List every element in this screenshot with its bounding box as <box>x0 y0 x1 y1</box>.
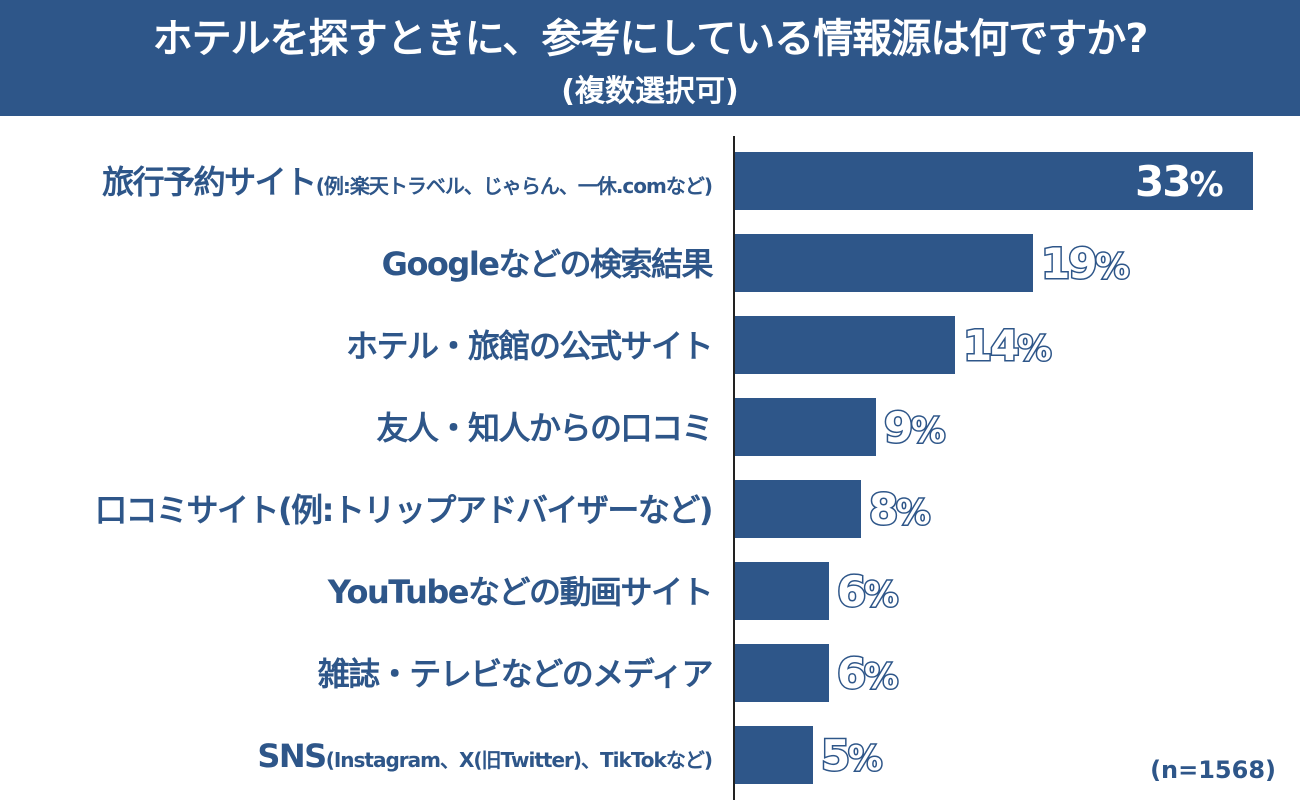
category-axis-line <box>733 136 735 800</box>
category-label-main: 旅行予約サイト <box>102 163 317 201</box>
category-label: YouTubeなどの動画サイト <box>327 562 714 622</box>
bar <box>735 398 876 456</box>
value-label: 14% <box>961 318 1053 374</box>
category-label-main: 友人・知人からの口コミ <box>376 409 713 447</box>
value-unit: % <box>1094 246 1131 289</box>
bar-row: 雑誌・テレビなどのメディア 6% <box>0 644 1300 704</box>
value-number: 6 <box>835 648 867 700</box>
bar <box>735 480 861 538</box>
category-label-detail: (例:楽天トラベル、じゃらん、一休.comなど) <box>315 174 713 198</box>
category-label: SNS(Instagram、X(旧Twitter)、TikTokなど) <box>257 726 713 786</box>
bar <box>735 562 829 620</box>
bar-row: SNS(Instagram、X(旧Twitter)、TikTokなど) 5% <box>0 726 1300 786</box>
chart-header: ホテルを探すときに、参考にしている情報源は何ですか? (複数選択可) <box>0 0 1300 116</box>
bar <box>735 152 1253 210</box>
value-unit: % <box>910 410 947 453</box>
bar-row: 口コミサイト(例:トリップアドバイザーなど) 8% <box>0 480 1300 540</box>
value-label: 33% <box>1135 154 1224 210</box>
value-number: 14 <box>961 320 1020 372</box>
bar-row: 旅行予約サイト(例:楽天トラベル、じゃらん、一休.comなど) 33% <box>0 152 1300 212</box>
category-label: 旅行予約サイト(例:楽天トラベル、じゃらん、一休.comなど) <box>102 152 713 212</box>
bar <box>735 726 813 784</box>
bar <box>735 316 955 374</box>
value-unit: % <box>1189 165 1223 205</box>
category-label-main: 口コミサイト(例:トリップアドバイザーなど) <box>94 491 714 529</box>
value-label: 5% <box>819 728 884 784</box>
value-unit: % <box>863 574 900 617</box>
value-unit: % <box>1016 328 1053 371</box>
bar <box>735 644 829 702</box>
value-number: 9 <box>882 402 914 454</box>
value-unit: % <box>863 656 900 699</box>
bar <box>735 234 1033 292</box>
value-label: 9% <box>882 400 947 456</box>
bar-row: 友人・知人からの口コミ 9% <box>0 398 1300 458</box>
chart-subtitle: (複数選択可) <box>561 74 739 109</box>
value-label: 19% <box>1039 236 1131 292</box>
value-label: 6% <box>835 564 900 620</box>
value-unit: % <box>847 738 884 781</box>
category-label-main: YouTubeなどの動画サイト <box>327 573 714 611</box>
value-number: 33 <box>1135 157 1191 206</box>
value-label: 6% <box>835 646 900 702</box>
value-unit: % <box>895 492 932 535</box>
value-number: 6 <box>835 566 867 618</box>
category-label-main: 雑誌・テレビなどのメディア <box>317 655 714 693</box>
category-label: 雑誌・テレビなどのメディア <box>317 644 714 704</box>
sample-size-note: (n=1568) <box>1150 756 1276 784</box>
category-label-main: Googleなどの検索結果 <box>381 245 714 283</box>
category-label: ホテル・旅館の公式サイト <box>345 316 714 376</box>
value-number: 8 <box>867 484 899 536</box>
category-label-detail: (Instagram、X(旧Twitter)、TikTokなど) <box>325 748 713 772</box>
chart-title: ホテルを探すときに、参考にしている情報源は何ですか? <box>152 16 1149 62</box>
value-label: 8% <box>867 482 932 538</box>
category-label-main: SNS <box>257 737 327 775</box>
bar-row: Googleなどの検索結果 19% <box>0 234 1300 294</box>
value-number: 19 <box>1039 238 1098 290</box>
category-label: 口コミサイト(例:トリップアドバイザーなど) <box>94 480 714 540</box>
bar-row: ホテル・旅館の公式サイト 14% <box>0 316 1300 376</box>
category-label-main: ホテル・旅館の公式サイト <box>345 327 714 365</box>
category-label: 友人・知人からの口コミ <box>376 398 713 458</box>
value-number: 5 <box>819 730 851 782</box>
bar-row: YouTubeなどの動画サイト 6% <box>0 562 1300 622</box>
category-label: Googleなどの検索結果 <box>381 234 714 294</box>
